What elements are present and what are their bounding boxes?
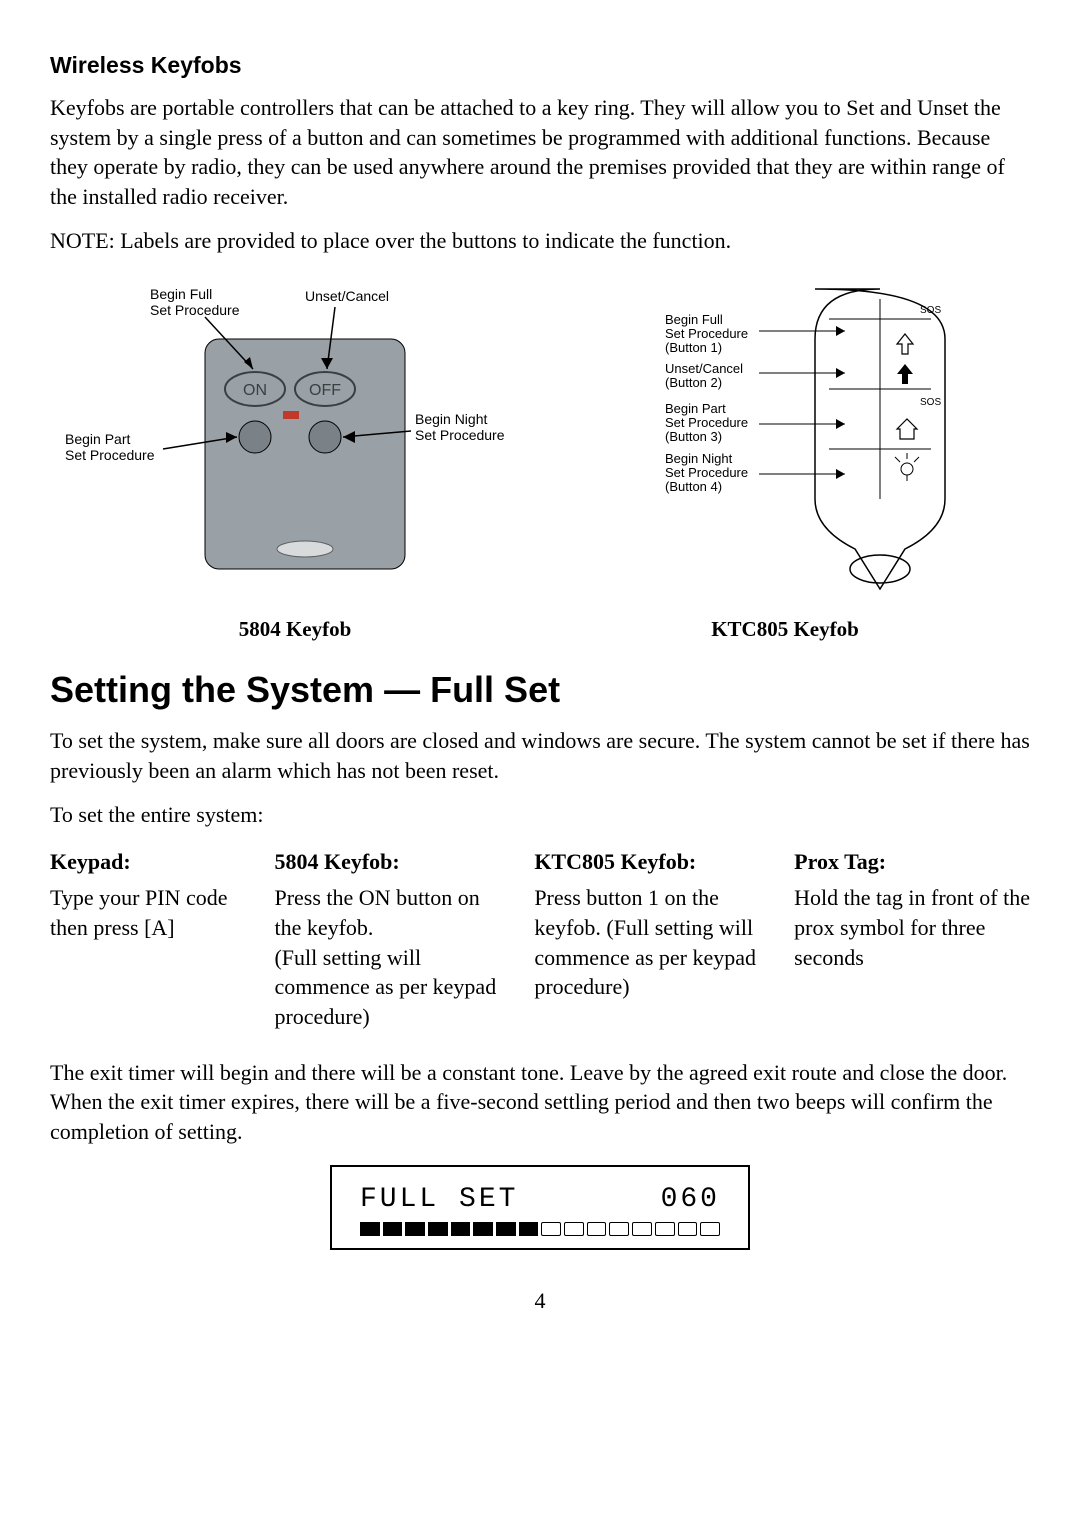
method-keypad-body: Type your PIN code then press [A] [50, 883, 250, 942]
begin-night-l1: Begin Night [415, 411, 487, 427]
method-keypad-title: Keypad: [50, 847, 250, 877]
lcd-line1: FULL SET 060 [360, 1181, 720, 1219]
begin-full-l1: Begin Full [150, 286, 212, 302]
ktc-b2a: Unset/Cancel [665, 361, 743, 376]
lcd-text-left: FULL SET [360, 1181, 518, 1219]
method-5804-title: 5804 Keyfob: [274, 847, 510, 877]
lcd-segment-empty [587, 1222, 607, 1236]
lcd-segment-filled [473, 1222, 493, 1236]
lcd-segment-empty [655, 1222, 675, 1236]
setting-para3: The exit timer will begin and there will… [50, 1058, 1030, 1147]
ktc-b4c: (Button 4) [665, 479, 722, 494]
ktc-b3c: (Button 3) [665, 429, 722, 444]
lcd-segment-filled [405, 1222, 425, 1236]
setting-system-title: Setting the System — Full Set [50, 666, 1030, 715]
lcd-segment-filled [519, 1222, 539, 1236]
sos-1: SOS [920, 305, 941, 316]
lcd-display: FULL SET 060 [330, 1165, 750, 1251]
methods-row: Keypad: Type your PIN code then press [A… [50, 847, 1030, 1031]
method-5804: 5804 Keyfob: Press the ON button on the … [274, 847, 510, 1031]
page-number: 4 [50, 1286, 1030, 1316]
caption-5804: 5804 Keyfob [239, 615, 352, 643]
lcd-segment-filled [496, 1222, 516, 1236]
method-ktc805-title: KTC805 Keyfob: [534, 847, 770, 877]
ktc-b3b: Set Procedure [665, 415, 748, 430]
lcd-segment-filled [451, 1222, 471, 1236]
ktc-b1b: Set Procedure [665, 326, 748, 341]
unset-label: Unset/Cancel [305, 288, 389, 304]
diagram-5804: ON OFF Begin Full Set Procedure Unset/Ca… [50, 269, 540, 643]
method-5804-body: Press the ON button on the keyfob. (Full… [274, 883, 510, 1031]
lcd-segment-filled [383, 1222, 403, 1236]
lcd-segment-empty [678, 1222, 698, 1236]
begin-part-l1: Begin Part [65, 431, 130, 447]
begin-night-l2: Set Procedure [415, 427, 505, 443]
ktc-b1a: Begin Full [665, 312, 723, 327]
keyfobs-note: NOTE: Labels are provided to place over … [50, 226, 1030, 256]
diagram-ktc805: SOS SOS Begin Full Set Procedure (Button… [540, 269, 1030, 643]
method-keypad: Keypad: Type your PIN code then press [A… [50, 847, 250, 1031]
lcd-segment-empty [541, 1222, 561, 1236]
ktc-b4a: Begin Night [665, 451, 733, 466]
keyfobs-intro-paragraph: Keyfobs are portable controllers that ca… [50, 93, 1030, 212]
lcd-segment-empty [609, 1222, 629, 1236]
setting-para1: To set the system, make sure all doors a… [50, 726, 1030, 785]
setting-para2: To set the entire system: [50, 800, 1030, 830]
svg-ktc805: SOS SOS Begin Full Set Procedure (Button… [545, 269, 1025, 609]
lcd-segment-empty [564, 1222, 584, 1236]
method-prox: Prox Tag: Hold the tag in front of the p… [794, 847, 1030, 1031]
ktc-b3a: Begin Part [665, 401, 726, 416]
lcd-segment-empty [700, 1222, 720, 1236]
method-ktc805-body: Press button 1 on the keyfob. (Full sett… [534, 883, 770, 1002]
off-label: OFF [309, 382, 341, 399]
begin-part-l2: Set Procedure [65, 447, 155, 463]
method-prox-title: Prox Tag: [794, 847, 1030, 877]
on-label: ON [243, 382, 267, 399]
ktc-b2b: (Button 2) [665, 375, 722, 390]
begin-full-l2: Set Procedure [150, 302, 240, 318]
method-ktc805: KTC805 Keyfob: Press button 1 on the key… [534, 847, 770, 1031]
lcd-text-right: 060 [661, 1181, 720, 1219]
caption-ktc805: KTC805 Keyfob [711, 615, 859, 643]
sos-2: SOS [920, 397, 941, 408]
ktc-b4b: Set Procedure [665, 465, 748, 480]
method-prox-body: Hold the tag in front of the prox symbol… [794, 883, 1030, 972]
lcd-segment-filled [428, 1222, 448, 1236]
ktc-b1c: (Button 1) [665, 340, 722, 355]
keyfob-diagrams-row: ON OFF Begin Full Set Procedure Unset/Ca… [50, 269, 1030, 643]
lcd-segment-filled [360, 1222, 380, 1236]
wireless-keyfobs-heading: Wireless Keyfobs [50, 50, 1030, 81]
lcd-wrap: FULL SET 060 [50, 1165, 1030, 1251]
lcd-progress-bar [360, 1222, 720, 1236]
svg-5804: ON OFF Begin Full Set Procedure Unset/Ca… [55, 269, 535, 609]
lcd-segment-empty [632, 1222, 652, 1236]
